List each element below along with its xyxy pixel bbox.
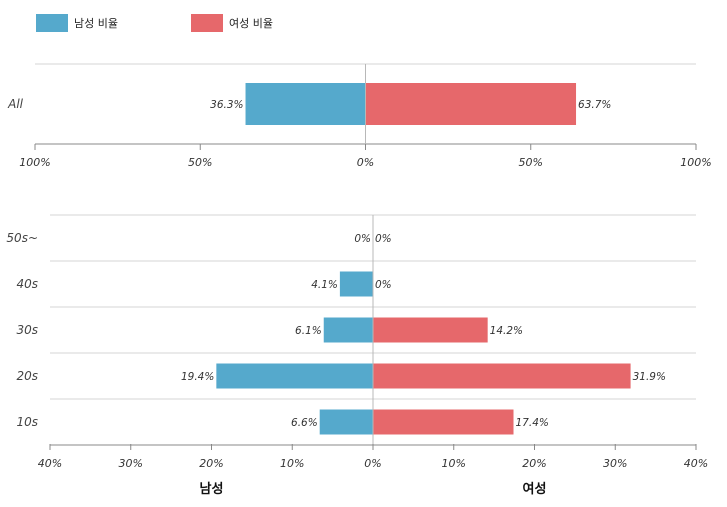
male-bar <box>319 409 373 435</box>
male-value-label: 0% <box>354 233 371 245</box>
male-group-label: 남성 <box>200 481 224 497</box>
category-label: 40s <box>16 277 38 291</box>
female-bar <box>373 409 514 435</box>
female-bar <box>373 363 631 389</box>
male-value-label: 6.6% <box>291 417 318 429</box>
x-tick-label: 50% <box>519 156 543 169</box>
x-tick-label: 10% <box>442 457 466 470</box>
category-label: 50s~ <box>6 231 38 245</box>
male-bar <box>339 271 373 297</box>
female-bar <box>373 317 488 343</box>
legend-male-swatch <box>36 14 68 32</box>
female-value-label: 14.2% <box>490 325 523 337</box>
category-label: All <box>7 97 24 111</box>
female-value-label: 0% <box>375 233 392 245</box>
male-value-label: 6.1% <box>295 325 322 337</box>
male-value-label: 4.1% <box>311 279 338 291</box>
legend-female-label: 여성 비율 <box>229 17 273 30</box>
x-tick-label: 20% <box>199 457 223 470</box>
legend-male: 남성 비율 <box>36 14 118 32</box>
x-tick-label: 40% <box>38 457 62 470</box>
female-value-label: 31.9% <box>633 371 666 383</box>
category-label: 20s <box>16 369 38 383</box>
female-bar <box>365 83 577 125</box>
female-group-label: 여성 <box>523 481 547 497</box>
category-label: 10s <box>16 415 38 429</box>
female-value-label: 17.4% <box>516 417 549 429</box>
category-label: 30s <box>16 323 38 337</box>
x-tick-label: 40% <box>684 457 708 470</box>
x-tick-label: 0% <box>357 156 374 169</box>
male-bar <box>323 317 373 343</box>
x-tick-label: 30% <box>119 457 143 470</box>
female-value-label: 63.7% <box>578 99 611 111</box>
male-value-label: 36.3% <box>210 99 243 111</box>
x-tick-label: 30% <box>603 457 627 470</box>
x-tick-label: 20% <box>522 457 546 470</box>
legend-female: 여성 비율 <box>191 14 273 32</box>
male-value-label: 19.4% <box>181 371 214 383</box>
x-tick-label: 100% <box>680 156 711 169</box>
male-bar <box>216 363 373 389</box>
x-tick-label: 0% <box>364 457 381 470</box>
x-tick-label: 10% <box>280 457 304 470</box>
x-tick-label: 50% <box>188 156 212 169</box>
female-value-label: 0% <box>375 279 392 291</box>
x-tick-label: 100% <box>19 156 50 169</box>
legend-male-label: 남성 비율 <box>74 17 118 30</box>
legend-female-swatch <box>191 14 223 32</box>
male-bar <box>245 83 366 125</box>
